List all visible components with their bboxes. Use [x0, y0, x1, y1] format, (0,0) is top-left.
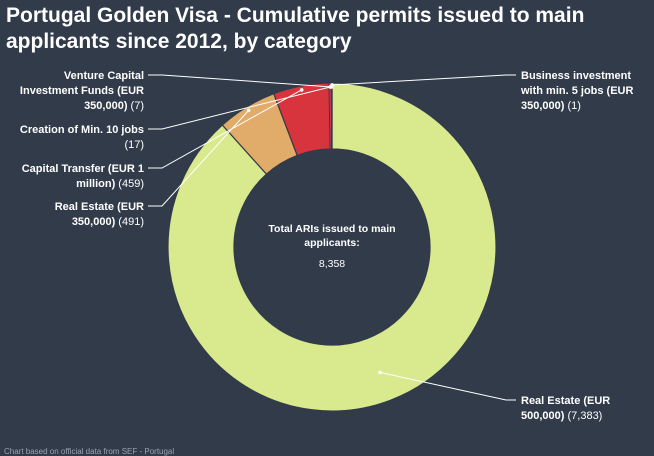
- leader-dot: [300, 88, 304, 92]
- chart-footer: Chart based on official data from SEF - …: [4, 447, 174, 456]
- donut-slice: [331, 83, 332, 149]
- slice-label: Creation of Min. 10 jobs(17): [20, 124, 144, 151]
- leader-dot: [330, 85, 334, 89]
- center-label-line1: Total ARIs issued to main: [268, 223, 395, 235]
- leader-dot: [378, 371, 382, 375]
- leader-line: [148, 75, 332, 87]
- leader-dot: [247, 109, 251, 113]
- leader-line: [332, 75, 516, 85]
- center-total-value: 8,358: [319, 258, 345, 270]
- center-label-line2: applicants:: [304, 237, 359, 249]
